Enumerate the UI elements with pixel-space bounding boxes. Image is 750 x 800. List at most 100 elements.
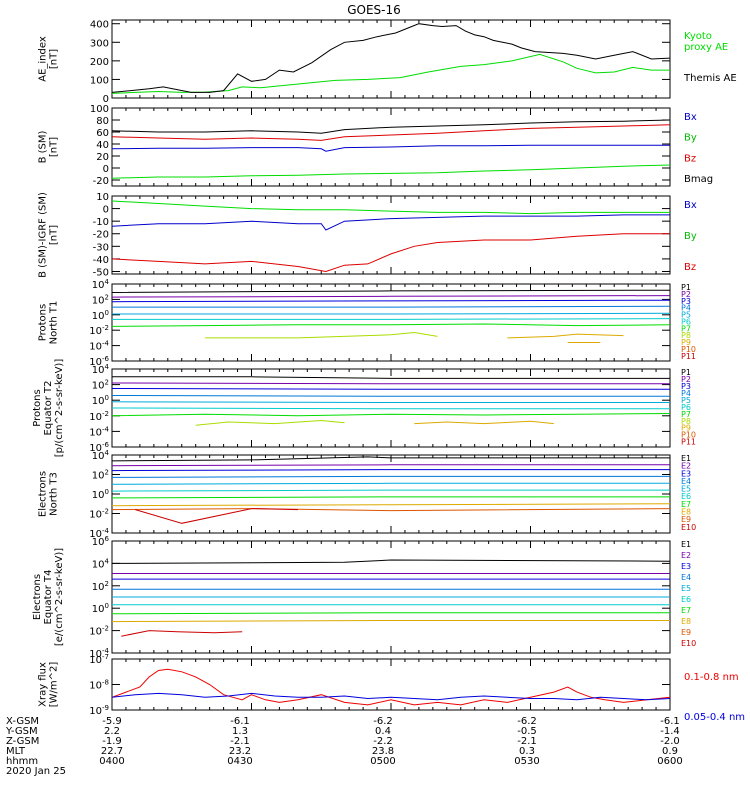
y-axis-label: B (SM)[nT] (38, 130, 60, 163)
series-e8 (111, 503, 671, 507)
y-tick-label: 10-6 (89, 441, 109, 454)
footer-cell: -0.5 (517, 726, 537, 737)
y-tick-label: 102 (92, 580, 109, 593)
panel-frame (111, 19, 671, 99)
legend-e6: E6 (681, 595, 691, 604)
series-0-1-0-8-nm (111, 668, 671, 706)
footer-cell: 0.9 (662, 746, 678, 757)
footer-row-label: hhmm (6, 756, 38, 767)
legend-e5: E5 (681, 485, 691, 494)
series-bx (111, 144, 670, 152)
series-themis-ae (111, 23, 671, 93)
y-tick-label: -50 (93, 267, 109, 278)
y-tick-label: 106 (92, 535, 110, 548)
series-p1 (112, 376, 670, 379)
side-label: 0.05-0.4 nm (684, 712, 745, 723)
y-tick-label: 80 (96, 116, 109, 127)
series-p6 (112, 318, 671, 320)
legend-p2: P2 (681, 375, 691, 384)
y-tick-label: 100 (92, 602, 109, 615)
legend-e2: E2 (681, 551, 691, 560)
series-p4 (111, 395, 670, 397)
panel-6: 10-4 10-2 100 102 104 ElectronsNorth T3 E1E2E3… (38, 449, 697, 540)
series-e10 (121, 630, 243, 637)
legend-p10: P10 (681, 431, 696, 440)
legend-p8: P8 (681, 417, 691, 426)
footer-cell: 0500 (370, 756, 395, 767)
legend-p2: P2 (681, 290, 691, 299)
y-tick-label: 0 (103, 94, 109, 105)
series-bx (111, 214, 670, 231)
y-tick-label: 104 (92, 363, 110, 376)
footer-cell: -6.1 (230, 716, 250, 727)
legend-e7: E7 (681, 500, 691, 509)
series-p9 (414, 420, 554, 425)
y-tick-label: 10-4 (89, 425, 109, 438)
y-tick-label: 100 (92, 309, 109, 322)
y-tick-label: 10-4 (89, 647, 109, 660)
y-tick-label: 10-2 (89, 410, 109, 423)
series-e5 (111, 482, 670, 485)
legend-p11: P11 (681, 352, 696, 361)
series-p8 (195, 419, 345, 426)
y-tick-label: 100 (92, 488, 109, 501)
y-tick-label: 10-2 (89, 508, 109, 521)
footer-cell: 1.3 (232, 726, 248, 737)
y-tick-label: -40 (93, 255, 109, 266)
footer-cell: -1.9 (102, 736, 122, 747)
series-0-05-0-4-nm (111, 692, 671, 701)
panel-frame (111, 195, 671, 275)
series-e8 (111, 620, 670, 623)
panel-3: -50-40 -30-20 -100 10 B (SM)-IGRF (SM)[nT] Bx… (38, 192, 697, 278)
series-e10 (135, 508, 299, 524)
legend-p4: P4 (681, 304, 691, 313)
y-tick-label: -20 (93, 230, 109, 241)
series-e1 (111, 559, 671, 564)
side-label: Kyoto (684, 31, 712, 42)
footer-cell: 0530 (514, 756, 539, 767)
legend-e8: E8 (681, 617, 691, 626)
series-bz (111, 124, 671, 141)
y-tick-label: 40 (96, 140, 109, 151)
y-tick-label: 10-2 (89, 625, 109, 638)
series-p5 (112, 312, 671, 315)
y-axis-label: AE_index[nT] (38, 36, 60, 82)
y-tick-label: 10-4 (89, 340, 109, 353)
footer-cell: -2.1 (517, 736, 537, 747)
side-label: Bz (684, 262, 696, 273)
y-tick-label: -10 (93, 217, 109, 228)
legend-p10: P10 (681, 345, 696, 354)
y-tick-label: 200 (90, 57, 109, 68)
series-bz (111, 233, 670, 273)
footer-cell: 0430 (227, 756, 252, 767)
legend-e1: E1 (681, 454, 691, 463)
legend-p4: P4 (681, 389, 691, 398)
series-e6 (111, 489, 670, 492)
footer-cell: -2.2 (373, 736, 393, 747)
side-label: proxy AE (684, 42, 728, 53)
legend-p6: P6 (681, 403, 691, 412)
legend-e7: E7 (681, 606, 691, 615)
series-p3 (111, 299, 671, 303)
series-bmag (111, 119, 671, 134)
side-label: Bz (684, 153, 696, 164)
y-tick-label: 400 (90, 20, 109, 31)
series-p6 (111, 407, 670, 410)
side-label: 0.1-0.8 nm (684, 672, 739, 683)
footer-row-label: Z-GSM (6, 736, 39, 747)
panel-frame (111, 454, 671, 534)
series-p2 (111, 295, 671, 298)
legend-e3: E3 (681, 562, 691, 571)
legend-p6: P6 (681, 317, 691, 326)
panel-5: 10-6 10-4 10-2 100 102 104 ProtonsEquator T2[p… (32, 359, 696, 458)
footer-cell: 23.2 (229, 746, 251, 757)
legend-e10: E10 (681, 639, 696, 648)
y-axis-label: ProtonsNorth T1 (38, 301, 60, 345)
legend-e9: E9 (681, 515, 691, 524)
series-e9 (111, 508, 671, 512)
legend-e6: E6 (681, 492, 691, 501)
y-axis-label: ElectronsNorth T3 (38, 471, 60, 517)
legend-p3: P3 (681, 382, 691, 391)
